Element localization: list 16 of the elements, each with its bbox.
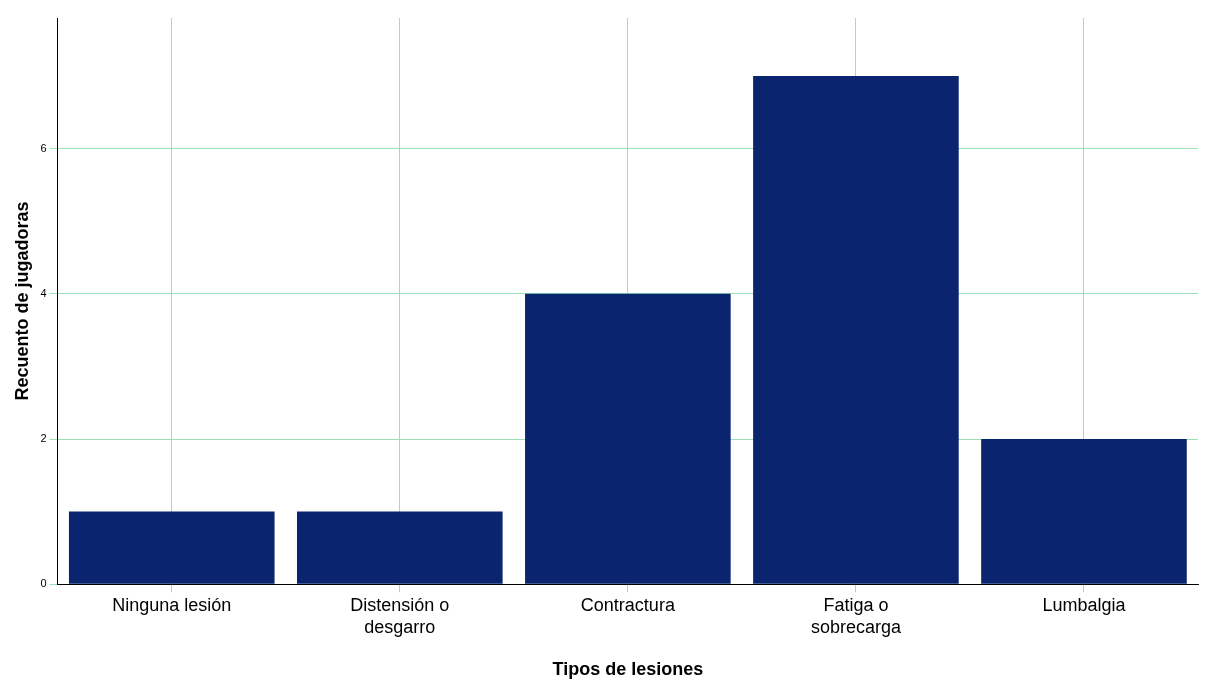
bar xyxy=(525,293,731,584)
bar xyxy=(68,511,275,584)
y-tick-label: 0 xyxy=(40,577,47,590)
bar xyxy=(753,76,959,584)
bar xyxy=(297,511,503,584)
x-tick-label: Contractura xyxy=(580,594,676,615)
y-tick-label: 4 xyxy=(40,286,47,299)
x-axis-title: Tipos de lesiones xyxy=(552,659,704,680)
x-tick-label: Distensión o desgarro xyxy=(350,594,450,637)
y-tick-label: 2 xyxy=(40,432,47,445)
x-tick-label: Ninguna lesión xyxy=(112,594,232,615)
y-axis-title: Recuento de jugadoras xyxy=(11,201,32,401)
bar xyxy=(981,439,1187,584)
x-tick-label: Fatiga o sobrecarga xyxy=(810,594,902,637)
x-tick-label: Lumbalgia xyxy=(1042,594,1127,615)
y-tick-label: 6 xyxy=(40,141,47,154)
